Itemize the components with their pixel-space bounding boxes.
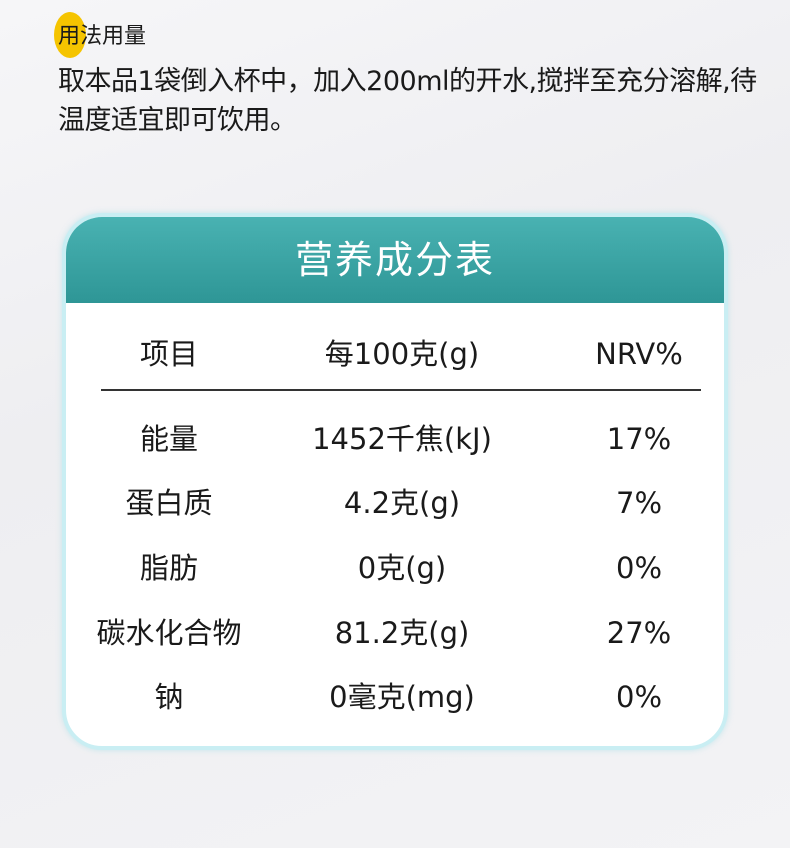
- table-row: 碳水化合物 81.2克(g) 27%: [66, 613, 724, 653]
- usage-instructions: 取本品1袋倒入杯中，加入200ml的开水,搅拌至充分溶解,待温度适宜即可饮用。: [58, 66, 757, 136]
- row-amount: 81.2克(g): [334, 616, 470, 650]
- row-item: 脂肪: [139, 551, 199, 585]
- nutrition-table-title: 营养成分表: [66, 217, 724, 303]
- table-row: 脂肪 0克(g) 0%: [66, 548, 724, 588]
- table-row: 蛋白质 4.2克(g) 7%: [66, 483, 724, 523]
- row-nrv: 0%: [615, 680, 663, 714]
- title-highlight-dot: [54, 12, 86, 58]
- row-nrv: 7%: [615, 486, 663, 520]
- table-row: 能量 1452千焦(kJ) 17%: [66, 419, 724, 459]
- nutrition-table-card: 营养成分表 项目 每100克(g) NRV% 能量 1452千焦(kJ) 17%…: [62, 213, 728, 750]
- row-amount: 0毫克(mg): [329, 680, 475, 714]
- header-per-100g: 每100克(g): [324, 337, 480, 371]
- usage-title: 用法用量: [58, 24, 147, 49]
- table-header-row: 项目 每100克(g) NRV%: [66, 334, 724, 374]
- header-item: 项目: [139, 337, 199, 371]
- row-item: 钠: [154, 680, 184, 714]
- row-nrv: 0%: [615, 551, 663, 585]
- row-item: 能量: [139, 422, 199, 456]
- row-nrv: 27%: [606, 616, 672, 650]
- table-row: 钠 0毫克(mg) 0%: [66, 677, 724, 717]
- header-nrv: NRV%: [595, 337, 683, 371]
- row-amount: 4.2克(g): [343, 486, 461, 520]
- row-amount: 1452千焦(kJ): [312, 422, 492, 456]
- row-nrv: 17%: [606, 422, 672, 456]
- row-item: 蛋白质: [125, 486, 213, 520]
- row-item: 碳水化合物: [96, 616, 242, 650]
- row-amount: 0克(g): [357, 551, 447, 585]
- header-divider: [101, 389, 701, 391]
